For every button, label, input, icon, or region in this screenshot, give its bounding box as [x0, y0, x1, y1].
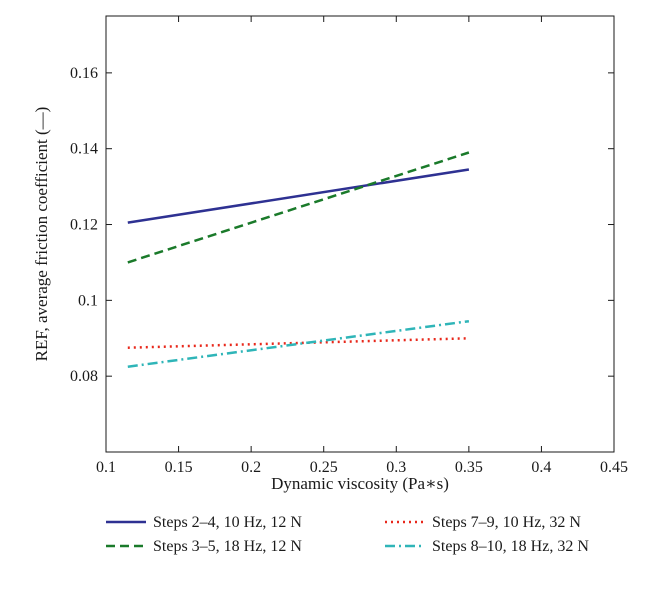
legend-label-3: Steps 7–9, 10 Hz, 32 N: [432, 514, 581, 531]
series-line-2: [127, 151, 470, 264]
x-tick-label: 0.25: [310, 459, 338, 476]
legend-label-2: Steps 3–5, 18 Hz, 12 N: [153, 538, 302, 555]
series-lines: [127, 151, 470, 368]
y-axis: 0.08 0.1 0.12 0.14 0.16: [70, 65, 614, 385]
x-tick-label: 0.4: [531, 459, 551, 476]
series-line-1: [127, 168, 470, 224]
x-tick-label: 0.15: [165, 459, 193, 476]
x-axis-label: Dynamic viscosity (Pa∗s): [271, 474, 449, 493]
x-tick-label: 0.35: [455, 459, 483, 476]
x-tick-label: 0.1: [96, 459, 116, 476]
legend-label-1: Steps 2–4, 10 Hz, 12 N: [153, 514, 302, 531]
y-tick-label: 0.12: [70, 217, 98, 234]
y-tick-label: 0.08: [70, 368, 98, 385]
x-tick-label: 0.3: [386, 459, 406, 476]
x-axis: 0.1 0.15 0.2 0.25 0.3 0.35 0.4 0.45: [96, 16, 628, 476]
y-axis-label: REF, average friction coefficient (—): [32, 107, 51, 362]
y-tick-label: 0.14: [70, 141, 98, 158]
legend-label-4: Steps 8–10, 18 Hz, 32 N: [432, 538, 589, 555]
series-line-3: [127, 337, 469, 349]
series-line-4: [127, 319, 470, 368]
y-tick-label: 0.1: [78, 292, 98, 309]
legend: Steps 2–4, 10 Hz, 12 N Steps 3–5, 18 Hz, …: [106, 514, 589, 555]
y-tick-label: 0.16: [70, 65, 98, 82]
x-tick-label: 0.45: [600, 459, 628, 476]
x-tick-label: 0.2: [241, 459, 261, 476]
plot-frame: [105, 15, 615, 453]
